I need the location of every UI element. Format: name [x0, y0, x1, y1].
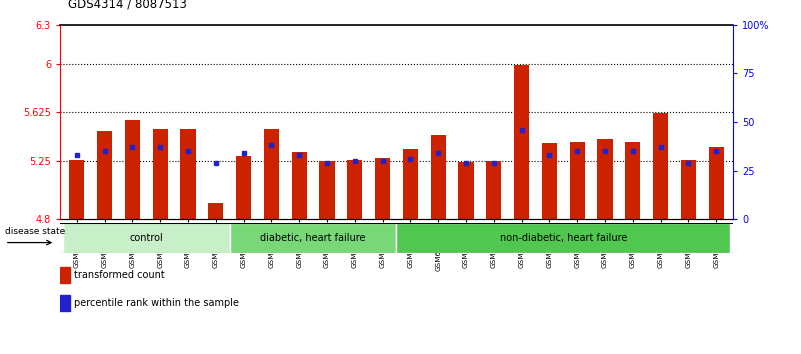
Bar: [514, 65, 529, 219]
Text: GDS4314 / 8087513: GDS4314 / 8087513: [68, 0, 187, 11]
Bar: [97, 131, 112, 219]
Bar: [320, 161, 335, 219]
Text: transformed count: transformed count: [74, 270, 165, 280]
Bar: [62, 223, 230, 253]
Bar: [681, 160, 696, 219]
Bar: [60, 295, 70, 311]
Bar: [236, 156, 252, 219]
Text: percentile rank within the sample: percentile rank within the sample: [74, 298, 239, 308]
Bar: [541, 143, 557, 219]
Bar: [431, 135, 446, 219]
Text: disease state: disease state: [5, 227, 65, 236]
Bar: [347, 160, 362, 219]
Bar: [486, 161, 501, 219]
Text: control: control: [130, 233, 163, 243]
Bar: [180, 129, 195, 219]
Bar: [125, 120, 140, 219]
Bar: [458, 162, 473, 219]
Bar: [292, 152, 307, 219]
Bar: [653, 113, 668, 219]
Bar: [396, 223, 731, 253]
Bar: [264, 129, 279, 219]
Bar: [598, 139, 613, 219]
Text: diabetic, heart failure: diabetic, heart failure: [260, 233, 366, 243]
Bar: [625, 142, 641, 219]
Bar: [375, 159, 390, 219]
Bar: [403, 149, 418, 219]
Bar: [208, 202, 223, 219]
Text: non-diabetic, heart failure: non-diabetic, heart failure: [500, 233, 627, 243]
Bar: [709, 147, 724, 219]
Bar: [230, 223, 396, 253]
Bar: [60, 267, 70, 283]
Bar: [152, 129, 168, 219]
Bar: [69, 160, 84, 219]
Bar: [570, 142, 585, 219]
